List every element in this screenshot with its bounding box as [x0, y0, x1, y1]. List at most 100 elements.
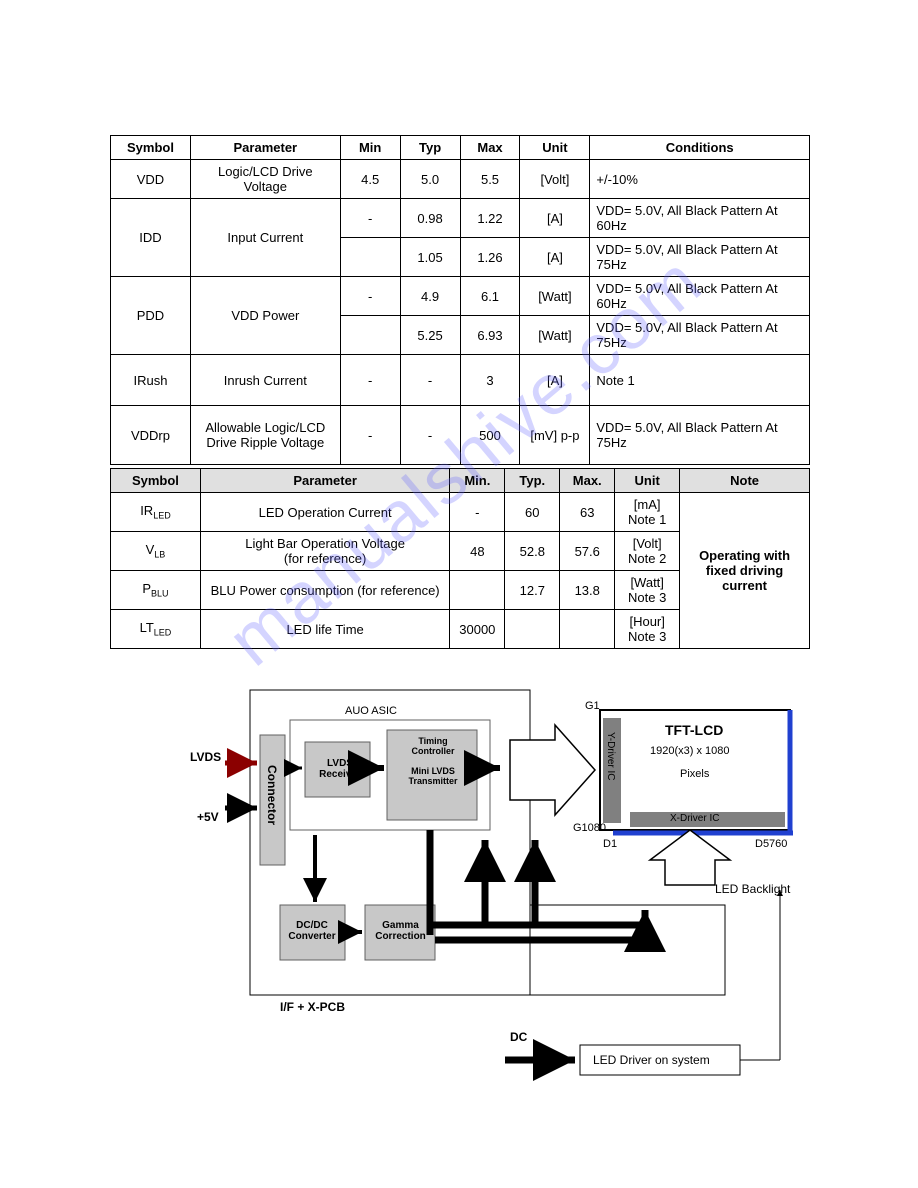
block-diagram: LVDS +5V Connector AUO ASIC LVDS Receive…	[225, 680, 845, 1100]
cell: [Volt] Note 2	[615, 532, 680, 571]
label-d1: D1	[603, 838, 617, 850]
label-tft-px: Pixels	[680, 768, 709, 780]
cell: LED life Time	[200, 610, 449, 649]
cell: -	[340, 199, 400, 238]
cell: 30000	[450, 610, 505, 649]
col-typ: Typ	[400, 136, 460, 160]
label-ydriver: Y-Driver IC	[605, 732, 616, 781]
cell: 12.7	[505, 571, 560, 610]
cell-note: Operating with fixed driving current	[680, 493, 810, 649]
label-xdriver: X-Driver IC	[670, 813, 719, 824]
col-min: Min.	[450, 469, 505, 493]
cell: LTLED	[111, 610, 201, 649]
cell: [A]	[520, 355, 590, 406]
cell: VDD= 5.0V, All Black Pattern At 75Hz	[590, 316, 810, 355]
cell: -	[450, 493, 505, 532]
cell: VLB	[111, 532, 201, 571]
cell: VDD	[111, 160, 191, 199]
cell: 5.5	[460, 160, 520, 199]
label-auo-asic: AUO ASIC	[345, 705, 397, 717]
col-max: Max	[460, 136, 520, 160]
cell	[505, 610, 560, 649]
cell: [Watt]	[520, 277, 590, 316]
label-5v: +5V	[197, 810, 219, 824]
cell: -	[400, 355, 460, 406]
cell: 5.25	[400, 316, 460, 355]
cell	[340, 238, 400, 277]
cell: 63	[560, 493, 615, 532]
cell: -	[340, 406, 400, 465]
cell: LED Operation Current	[200, 493, 449, 532]
col-note: Note	[680, 469, 810, 493]
cell: BLU Power consumption (for reference)	[200, 571, 449, 610]
cell: 0.98	[400, 199, 460, 238]
cell: VDD= 5.0V, All Black Pattern At 60Hz	[590, 277, 810, 316]
cell: 57.6	[560, 532, 615, 571]
label-dcdc: DC/DC Converter	[287, 920, 337, 942]
label-tft: TFT-LCD	[665, 722, 723, 738]
col-max: Max.	[560, 469, 615, 493]
label-g1: G1	[585, 700, 600, 712]
col-parameter: Parameter	[190, 136, 340, 160]
cell: [Watt]	[520, 316, 590, 355]
cell: 60	[505, 493, 560, 532]
cell: 500	[460, 406, 520, 465]
cell: -	[340, 355, 400, 406]
cell: 5.0	[400, 160, 460, 199]
cell: 1.26	[460, 238, 520, 277]
cell: Light Bar Operation Voltage (for referen…	[200, 532, 449, 571]
cell: 13.8	[560, 571, 615, 610]
cell: VDD= 5.0V, All Black Pattern At 75Hz	[590, 406, 810, 465]
cell: [mV] p-p	[520, 406, 590, 465]
cell: 4.5	[340, 160, 400, 199]
label-lvds: LVDS	[190, 750, 221, 764]
cell	[560, 610, 615, 649]
cell: 1.05	[400, 238, 460, 277]
label-tft-res: 1920(x3) x 1080	[650, 745, 730, 757]
cell: Logic/LCD Drive Voltage	[190, 160, 340, 199]
label-dc: DC	[510, 1030, 527, 1044]
cell: 4.9	[400, 277, 460, 316]
cell: Note 1	[590, 355, 810, 406]
col-parameter: Parameter	[200, 469, 449, 493]
cell: PBLU	[111, 571, 201, 610]
label-led-driver: LED Driver on system	[593, 1053, 710, 1067]
col-symbol: Symbol	[111, 469, 201, 493]
cell: IRush	[111, 355, 191, 406]
col-conditions: Conditions	[590, 136, 810, 160]
cell: -	[340, 277, 400, 316]
label-d5760: D5760	[755, 838, 787, 850]
cell: [A]	[520, 238, 590, 277]
label-timing: Timing Controller Mini LVDS Transmitter	[397, 736, 469, 786]
table-led-specs: Symbol Parameter Min. Typ. Max. Unit Not…	[110, 468, 810, 649]
cell: VDDrp	[111, 406, 191, 465]
cell: PDD	[111, 277, 191, 355]
cell: Inrush Current	[190, 355, 340, 406]
cell: VDD= 5.0V, All Black Pattern At 75Hz	[590, 238, 810, 277]
cell: [mA] Note 1	[615, 493, 680, 532]
cell: [Volt]	[520, 160, 590, 199]
col-min: Min	[340, 136, 400, 160]
table-electrical-specs: Symbol Parameter Min Typ Max Unit Condit…	[110, 135, 810, 465]
cell: 6.1	[460, 277, 520, 316]
cell	[340, 316, 400, 355]
cell: 1.22	[460, 199, 520, 238]
cell: 3	[460, 355, 520, 406]
cell: Input Current	[190, 199, 340, 277]
label-lvds-receiver: LVDS Receiver	[315, 758, 365, 780]
col-typ: Typ.	[505, 469, 560, 493]
label-led-backlight: LED Backlight	[715, 882, 790, 896]
cell: [Watt] Note 3	[615, 571, 680, 610]
label-g1080: G1080	[573, 822, 606, 834]
cell: 52.8	[505, 532, 560, 571]
col-unit: Unit	[615, 469, 680, 493]
col-unit: Unit	[520, 136, 590, 160]
cell: Allowable Logic/LCD Drive Ripple Voltage	[190, 406, 340, 465]
cell: VDD Power	[190, 277, 340, 355]
cell: VDD= 5.0V, All Black Pattern At 60Hz	[590, 199, 810, 238]
label-gamma: Gamma Correction	[373, 920, 428, 942]
cell: -	[400, 406, 460, 465]
cell: IDD	[111, 199, 191, 277]
col-symbol: Symbol	[111, 136, 191, 160]
cell: 6.93	[460, 316, 520, 355]
